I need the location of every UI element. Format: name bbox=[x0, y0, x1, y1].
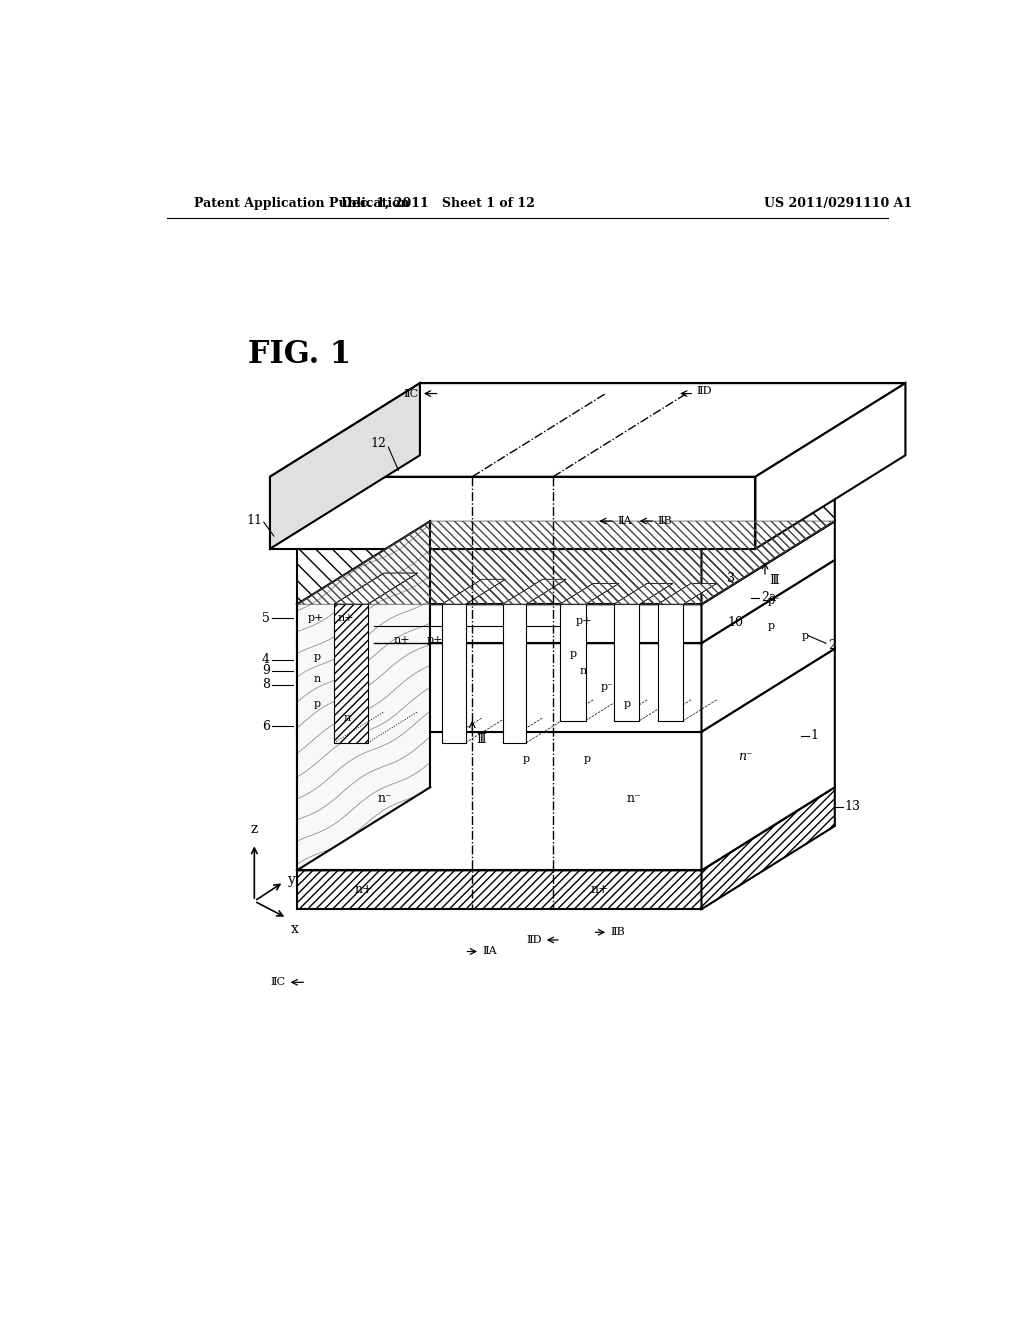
Polygon shape bbox=[297, 643, 701, 731]
Text: Patent Application Publication: Patent Application Publication bbox=[194, 197, 410, 210]
Text: 5: 5 bbox=[262, 611, 270, 624]
Polygon shape bbox=[503, 579, 566, 605]
Text: p: p bbox=[313, 652, 321, 661]
Polygon shape bbox=[756, 383, 905, 549]
Polygon shape bbox=[270, 383, 420, 549]
Polygon shape bbox=[701, 648, 835, 870]
Text: 11: 11 bbox=[246, 513, 262, 527]
Text: ⅡA: ⅡA bbox=[617, 516, 632, 527]
Text: n⁻: n⁻ bbox=[377, 792, 392, 805]
Text: p⁻: p⁻ bbox=[768, 597, 781, 606]
Text: ⅡB: ⅡB bbox=[657, 516, 673, 527]
Text: y: y bbox=[289, 873, 296, 887]
Text: p: p bbox=[522, 755, 529, 764]
Polygon shape bbox=[701, 466, 835, 605]
Polygon shape bbox=[297, 731, 701, 870]
Text: x: x bbox=[291, 921, 299, 936]
Polygon shape bbox=[297, 870, 701, 909]
Polygon shape bbox=[334, 605, 368, 743]
Text: p+: p+ bbox=[307, 612, 324, 623]
Text: Ⅲ: Ⅲ bbox=[476, 733, 485, 746]
Text: 12: 12 bbox=[371, 437, 387, 450]
Text: Dec. 1, 2011   Sheet 1 of 12: Dec. 1, 2011 Sheet 1 of 12 bbox=[341, 197, 535, 210]
Text: 2: 2 bbox=[828, 639, 837, 652]
Text: ⅡB: ⅡB bbox=[610, 927, 626, 937]
Text: z: z bbox=[251, 821, 258, 836]
Polygon shape bbox=[442, 579, 506, 605]
Text: p+: p+ bbox=[427, 635, 443, 645]
Polygon shape bbox=[270, 477, 756, 549]
Polygon shape bbox=[297, 466, 835, 549]
Text: US 2011/0291110 A1: US 2011/0291110 A1 bbox=[764, 197, 911, 210]
Polygon shape bbox=[613, 583, 673, 605]
Text: n+: n+ bbox=[393, 635, 410, 645]
Text: 3: 3 bbox=[727, 572, 735, 585]
Text: n: n bbox=[344, 713, 351, 723]
Polygon shape bbox=[657, 605, 683, 721]
Polygon shape bbox=[701, 521, 835, 643]
Text: 9: 9 bbox=[262, 664, 270, 677]
Text: 1: 1 bbox=[811, 730, 819, 742]
Text: n+: n+ bbox=[591, 883, 609, 896]
Polygon shape bbox=[442, 605, 466, 743]
Text: p⁻: p⁻ bbox=[601, 682, 613, 693]
Text: p: p bbox=[768, 622, 775, 631]
Polygon shape bbox=[420, 383, 905, 455]
Polygon shape bbox=[334, 573, 418, 605]
Text: 8: 8 bbox=[262, 678, 270, 692]
Text: p: p bbox=[313, 700, 321, 709]
Text: ⅡC: ⅡC bbox=[403, 388, 419, 399]
Text: n+: n+ bbox=[337, 612, 354, 623]
Text: ⅡD: ⅡD bbox=[696, 387, 712, 396]
Text: 2a: 2a bbox=[761, 591, 776, 605]
Text: p+: p+ bbox=[575, 616, 592, 626]
Polygon shape bbox=[297, 605, 701, 643]
Polygon shape bbox=[560, 583, 618, 605]
Polygon shape bbox=[503, 605, 526, 743]
Text: p: p bbox=[569, 649, 577, 659]
Text: n: n bbox=[313, 675, 321, 684]
Text: ⅡD: ⅡD bbox=[526, 935, 542, 945]
Text: n⁻: n⁻ bbox=[738, 750, 753, 763]
Polygon shape bbox=[613, 605, 639, 721]
Text: p: p bbox=[584, 755, 591, 764]
Polygon shape bbox=[657, 583, 717, 605]
Text: 13: 13 bbox=[844, 800, 860, 813]
Text: n: n bbox=[580, 665, 587, 676]
Text: 4: 4 bbox=[262, 653, 270, 667]
Text: ⅡA: ⅡA bbox=[482, 946, 497, 957]
Text: 10: 10 bbox=[727, 615, 743, 628]
Text: n⁻: n⁻ bbox=[627, 792, 641, 805]
Text: p: p bbox=[624, 700, 631, 709]
Text: FIG. 1: FIG. 1 bbox=[248, 339, 351, 370]
Polygon shape bbox=[701, 787, 835, 909]
Text: n+: n+ bbox=[355, 883, 374, 896]
Polygon shape bbox=[297, 549, 701, 605]
Polygon shape bbox=[701, 560, 835, 731]
Text: Ⅲ: Ⅲ bbox=[769, 574, 778, 587]
Polygon shape bbox=[297, 787, 835, 870]
Text: 6: 6 bbox=[262, 719, 270, 733]
Polygon shape bbox=[297, 521, 835, 605]
Polygon shape bbox=[270, 383, 905, 477]
Text: ⅡC: ⅡC bbox=[270, 977, 286, 987]
Text: p: p bbox=[802, 631, 809, 642]
Polygon shape bbox=[297, 521, 430, 870]
Polygon shape bbox=[560, 605, 586, 721]
